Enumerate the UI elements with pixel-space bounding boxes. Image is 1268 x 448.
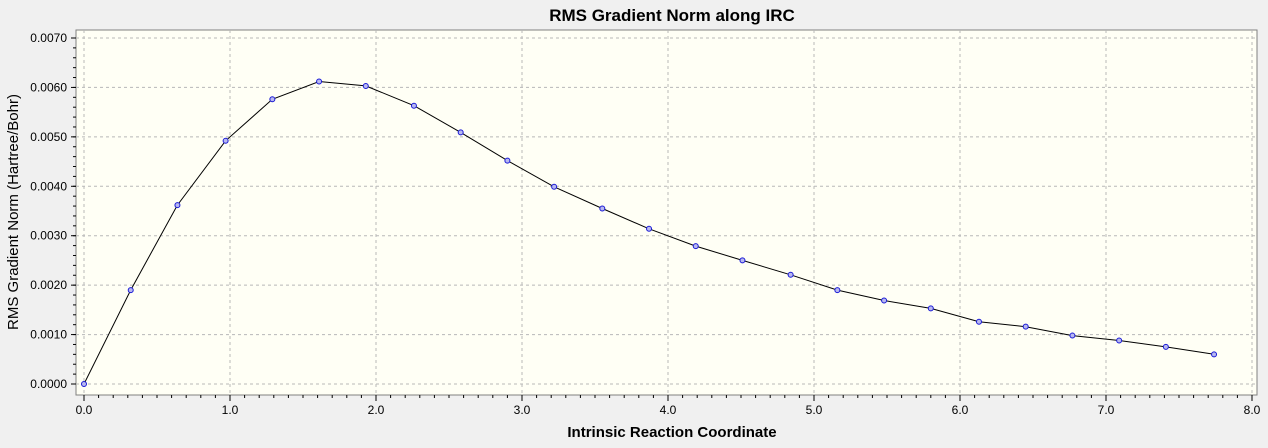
x-tick-label: 4.0 (660, 403, 677, 417)
data-point (1022, 323, 1029, 330)
data-point (599, 205, 606, 212)
y-tick-label: 0.0070 (30, 31, 67, 45)
data-point (269, 96, 276, 103)
data-point (81, 381, 87, 387)
x-tick-label: 8.0 (1244, 403, 1261, 417)
y-axis-label: RMS Gradient Norm (Hartree/Bohr) (5, 94, 22, 330)
x-tick-label: 7.0 (1098, 403, 1115, 417)
data-point (646, 225, 653, 232)
chart-title: RMS Gradient Norm along IRC (549, 6, 795, 25)
data-point (787, 271, 794, 278)
axes: 0.00000.00100.00200.00300.00400.00500.00… (30, 31, 1260, 417)
x-axis-label: Intrinsic Reaction Coordinate (567, 424, 776, 441)
data-point (410, 102, 417, 109)
y-tick-label: 0.0000 (30, 377, 67, 391)
data-point (1211, 351, 1218, 358)
x-tick-label: 6.0 (952, 403, 969, 417)
y-tick-label: 0.0030 (30, 229, 67, 243)
x-tick-label: 5.0 (806, 403, 823, 417)
data-point (174, 202, 181, 209)
data-point (975, 318, 982, 325)
data-point (1162, 343, 1169, 350)
y-tick-label: 0.0040 (30, 179, 67, 193)
data-point (316, 78, 323, 85)
data-point (927, 305, 934, 312)
data-point (457, 129, 464, 136)
y-tick-label: 0.0050 (30, 130, 67, 144)
x-tick-label: 1.0 (222, 403, 239, 417)
data-point (739, 257, 746, 264)
data-point (834, 287, 841, 294)
y-tick-label: 0.0010 (30, 328, 67, 342)
data-point (881, 297, 888, 304)
data-point (222, 137, 229, 144)
data-point (692, 243, 699, 250)
plot-area (75, 29, 1258, 396)
y-tick-label: 0.0060 (30, 80, 67, 94)
y-tick-label: 0.0020 (30, 278, 67, 292)
data-point (1069, 332, 1076, 339)
data-point (504, 157, 511, 164)
x-tick-label: 2.0 (368, 403, 385, 417)
x-tick-label: 3.0 (514, 403, 531, 417)
data-point (127, 287, 134, 294)
data-point (1116, 337, 1123, 344)
x-tick-label: 0.0 (76, 403, 93, 417)
data-point (362, 82, 369, 89)
data-point (551, 183, 558, 190)
series-1 (81, 78, 1218, 387)
